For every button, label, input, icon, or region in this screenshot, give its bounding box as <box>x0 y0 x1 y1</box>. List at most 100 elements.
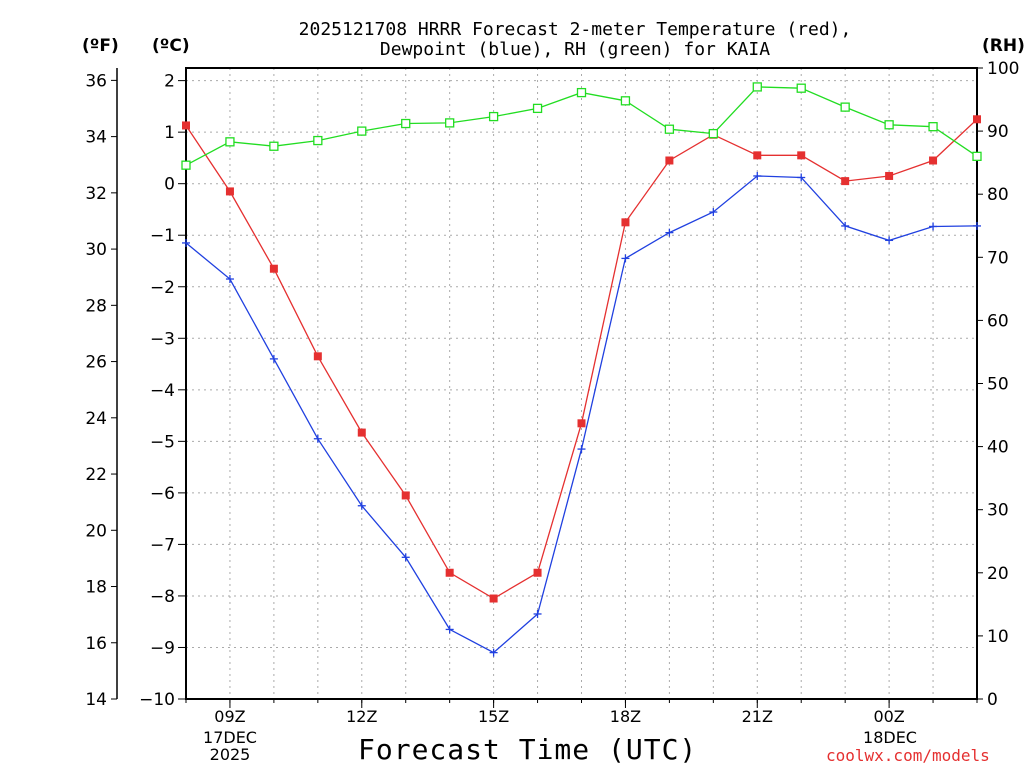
fahrenheit-unit-label: (ºF) <box>82 36 119 56</box>
date-label-18dec-day: 18DEC <box>863 728 917 747</box>
x-tick-label: 18Z <box>610 707 641 726</box>
temperature-point <box>533 568 542 577</box>
x-tick-label: 21Z <box>742 707 773 726</box>
dewpoint-point <box>665 228 674 237</box>
dewpoint-point <box>533 609 542 618</box>
series-layer <box>181 82 982 657</box>
dewpoint-point <box>577 445 586 454</box>
chart-title-line1: 2025121708 HRRR Forecast 2-meter Tempera… <box>298 19 852 40</box>
celsius-tick-label: −4 <box>150 381 175 401</box>
temperature-point <box>841 177 850 186</box>
fahrenheit-tick-label: 28 <box>85 296 107 316</box>
celsius-tick-label: −6 <box>150 484 175 504</box>
rh-point <box>620 96 631 106</box>
celsius-tick-label: −5 <box>150 432 175 452</box>
temperature-point <box>577 419 586 428</box>
fahrenheit-tick-label: 14 <box>85 690 107 710</box>
dewpoint-point <box>621 254 630 263</box>
celsius-tick-label: −10 <box>139 690 175 710</box>
temperature-point <box>445 568 454 577</box>
rh-point <box>357 126 367 136</box>
rh-point <box>972 151 982 161</box>
x-tick-label: 00Z <box>873 707 904 726</box>
temperature-point <box>489 594 498 603</box>
dewpoint-point <box>885 236 894 245</box>
date-label-18dec: 18DEC <box>850 729 930 746</box>
rh-point <box>225 137 235 147</box>
dewpoint-point <box>225 275 234 284</box>
plot-frame <box>185 67 978 700</box>
temperature-point <box>269 264 278 273</box>
rh-tick-label: 80 <box>987 185 1009 205</box>
temperature-point <box>313 352 322 361</box>
rh-tick-label: 100 <box>987 59 1019 79</box>
rh-point <box>488 111 499 122</box>
temperature-point <box>929 156 938 165</box>
date-label-17dec-day: 17DEC <box>203 728 257 747</box>
celsius-tick-label: 2 <box>164 72 175 92</box>
temperature-line <box>185 118 978 600</box>
rh-tick-label: 30 <box>987 501 1009 521</box>
dewpoint-point <box>929 222 938 231</box>
fahrenheit-tick-label: 16 <box>85 634 107 654</box>
dewpoint-point <box>182 238 190 247</box>
rh-tick-label: 50 <box>987 375 1009 395</box>
rh-point <box>840 102 850 112</box>
celsius-unit-label: (ºC) <box>152 36 190 56</box>
rh-point <box>884 120 894 130</box>
chart-title-line2: Dewpoint (blue), RH (green) for KAIA <box>379 39 771 60</box>
dewpoint-point <box>489 648 498 657</box>
rh-unit-label: (RH) <box>982 36 1024 56</box>
temperature-point <box>225 187 234 196</box>
celsius-tick-label: −2 <box>150 278 175 298</box>
celsius-tick-label: 1 <box>164 123 175 143</box>
temperature-point <box>401 491 410 500</box>
celsius-tick-label: −1 <box>150 226 175 246</box>
date-label-17dec: 17DEC 2025 <box>190 729 270 763</box>
dewpoint-point <box>797 173 806 182</box>
fahrenheit-tick-label: 36 <box>85 71 107 91</box>
dewpoint-point <box>269 354 278 363</box>
fahrenheit-tick-label: 26 <box>85 353 107 373</box>
rh-tick-label: 20 <box>987 564 1009 584</box>
date-label-17dec-year: 2025 <box>209 745 251 764</box>
dewpoint-point <box>709 208 718 217</box>
rh-point <box>401 118 411 129</box>
celsius-tick-label: −8 <box>150 587 175 607</box>
dewpoint-point <box>445 625 454 634</box>
fahrenheit-tick-label: 20 <box>85 521 107 541</box>
rh-point <box>181 160 191 170</box>
rh-point <box>313 135 323 146</box>
rh-point <box>664 124 675 134</box>
rh-point <box>796 83 806 93</box>
temperature-point <box>973 115 981 124</box>
grid <box>186 68 977 699</box>
axes: 210−1−2−3−4−5−6−7−8−9−103634323028262422… <box>85 59 1019 726</box>
rh-point <box>445 118 455 128</box>
fahrenheit-tick-label: 24 <box>85 409 107 429</box>
fahrenheit-tick-label: 18 <box>85 578 107 598</box>
x-tick-label: 12Z <box>346 707 377 726</box>
rh-tick-label: 10 <box>987 627 1009 647</box>
temperature-point <box>753 151 762 160</box>
dewpoint-point <box>313 434 322 443</box>
rh-point <box>269 141 279 151</box>
dewpoint-point <box>973 221 981 230</box>
fahrenheit-tick-label: 34 <box>85 128 107 148</box>
x-tick-label: 09Z <box>214 707 245 726</box>
fahrenheit-tick-label: 30 <box>85 240 107 260</box>
rh-point <box>576 87 587 98</box>
dewpoint-point <box>753 171 762 180</box>
dewpoint-point <box>841 221 850 230</box>
rh-tick-label: 70 <box>987 248 1009 268</box>
dewpoint-point <box>401 553 410 562</box>
celsius-tick-label: 0 <box>164 175 175 195</box>
rh-tick-label: 0 <box>987 690 998 710</box>
x-axis-title: Forecast Time (UTC) <box>358 733 698 766</box>
temperature-point <box>357 428 366 437</box>
rh-tick-label: 90 <box>987 122 1009 142</box>
credit-text: coolwx.com/models <box>826 746 990 765</box>
rh-point <box>532 103 543 114</box>
temperature-point <box>182 121 190 130</box>
celsius-tick-label: −3 <box>150 329 175 349</box>
